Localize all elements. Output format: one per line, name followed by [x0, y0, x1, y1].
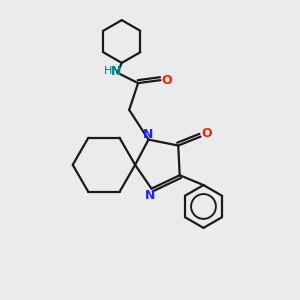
Text: O: O: [162, 74, 172, 87]
Text: N: N: [143, 128, 154, 141]
Text: H: H: [103, 66, 112, 76]
Text: N: N: [111, 65, 121, 78]
Text: O: O: [202, 127, 212, 140]
Text: N: N: [145, 189, 155, 202]
